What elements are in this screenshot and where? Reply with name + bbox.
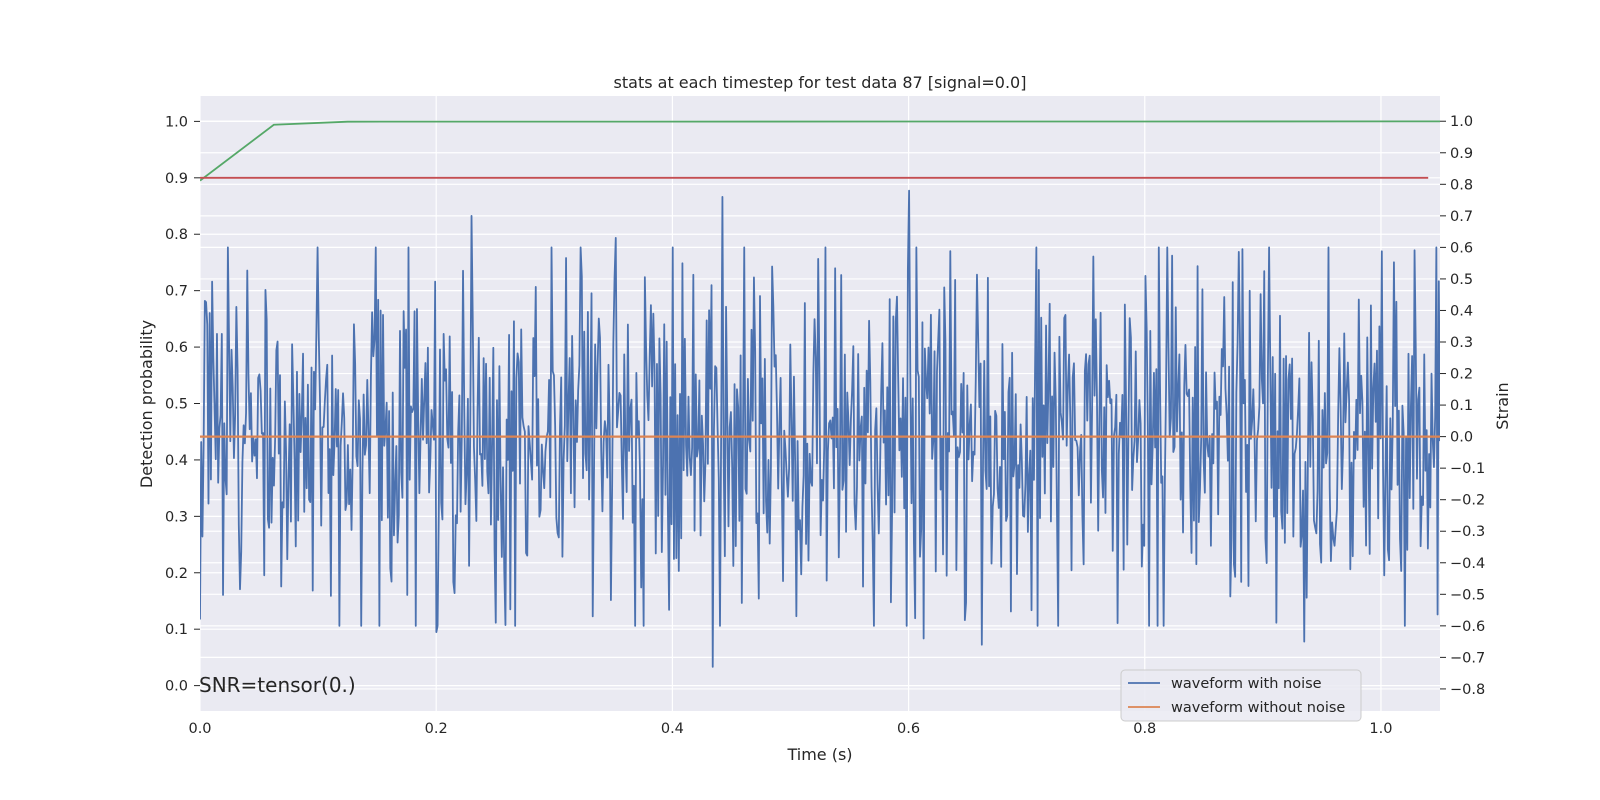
y-left-tick-label: 0.6 xyxy=(165,340,188,356)
legend: waveform with noise waveform without noi… xyxy=(1120,669,1362,722)
x-tick-label: 0.2 xyxy=(425,721,448,737)
series-group xyxy=(200,120,1440,668)
x-tick-label: 0.0 xyxy=(188,721,211,737)
y-left-tick-label: 0.2 xyxy=(165,566,188,582)
tick-labels: 0.0 0.2 0.4 0.6 0.8 1.0 0.0 0.1 0.2 0.3 0.4 0.5 0.6 0… xyxy=(165,114,1485,737)
y-left-tick-label: 0.0 xyxy=(165,679,188,695)
y-right-tick-label: −0.6 xyxy=(1450,619,1485,635)
y-axis-right-label: Strain xyxy=(1493,382,1512,429)
chart-title: stats at each timestep for test data 87 … xyxy=(614,73,1027,92)
y-right-tick-label: 0.6 xyxy=(1450,240,1473,256)
legend-box xyxy=(1120,669,1362,722)
y-right-tick-label: −0.7 xyxy=(1450,650,1485,666)
y-right-tick-label: −0.8 xyxy=(1450,682,1485,698)
y-left-tick-label: 0.1 xyxy=(165,622,188,638)
y-right-tick-label: 1.0 xyxy=(1450,114,1473,130)
snr-annotation: SNR=tensor(0.) xyxy=(199,673,356,697)
legend-label-noisy: waveform with noise xyxy=(1171,676,1322,692)
y-right-tick-label: −0.5 xyxy=(1450,587,1485,603)
legend-label-clean: waveform without noise xyxy=(1171,700,1345,716)
y-right-tick-label: 0.9 xyxy=(1450,146,1473,162)
y-right-tick-label: 0.2 xyxy=(1450,367,1473,383)
y-right-tick-label: 0.1 xyxy=(1450,398,1473,414)
x-tick-label: 0.8 xyxy=(1133,721,1156,737)
y-left-tick-label: 0.4 xyxy=(165,453,188,469)
y-left-tick-label: 1.0 xyxy=(165,114,188,130)
y-axis-left-label: Detection probability xyxy=(137,320,156,488)
x-tick-label: 0.4 xyxy=(661,721,684,737)
y-right-tick-label: 0.4 xyxy=(1450,303,1473,319)
y-left-tick-label: 0.5 xyxy=(165,397,188,413)
y-right-tick-label: 0.3 xyxy=(1450,335,1473,351)
y-right-tick-label: 0.8 xyxy=(1450,177,1473,193)
y-left-tick-label: 0.8 xyxy=(165,227,188,243)
x-axis-label: Time (s) xyxy=(786,745,852,764)
series-line-waveform-with-noise xyxy=(200,189,1440,668)
x-tick-label: 1.0 xyxy=(1369,721,1392,737)
y-left-tick-label: 0.7 xyxy=(165,284,188,300)
y-right-tick-label: 0.0 xyxy=(1450,430,1473,446)
y-left-tick-label: 0.3 xyxy=(165,509,188,525)
x-tick-label: 0.6 xyxy=(897,721,920,737)
y-right-tick-label: 0.7 xyxy=(1450,209,1473,225)
y-right-tick-label: 0.5 xyxy=(1450,272,1473,288)
series-line-detection-probability xyxy=(200,120,1440,182)
y-left-tick-label: 0.9 xyxy=(165,171,188,187)
y-right-tick-label: −0.4 xyxy=(1450,556,1485,572)
y-right-tick-label: −0.1 xyxy=(1450,461,1485,477)
y-right-tick-label: −0.2 xyxy=(1450,493,1485,509)
y-right-tick-label: −0.3 xyxy=(1450,524,1485,540)
